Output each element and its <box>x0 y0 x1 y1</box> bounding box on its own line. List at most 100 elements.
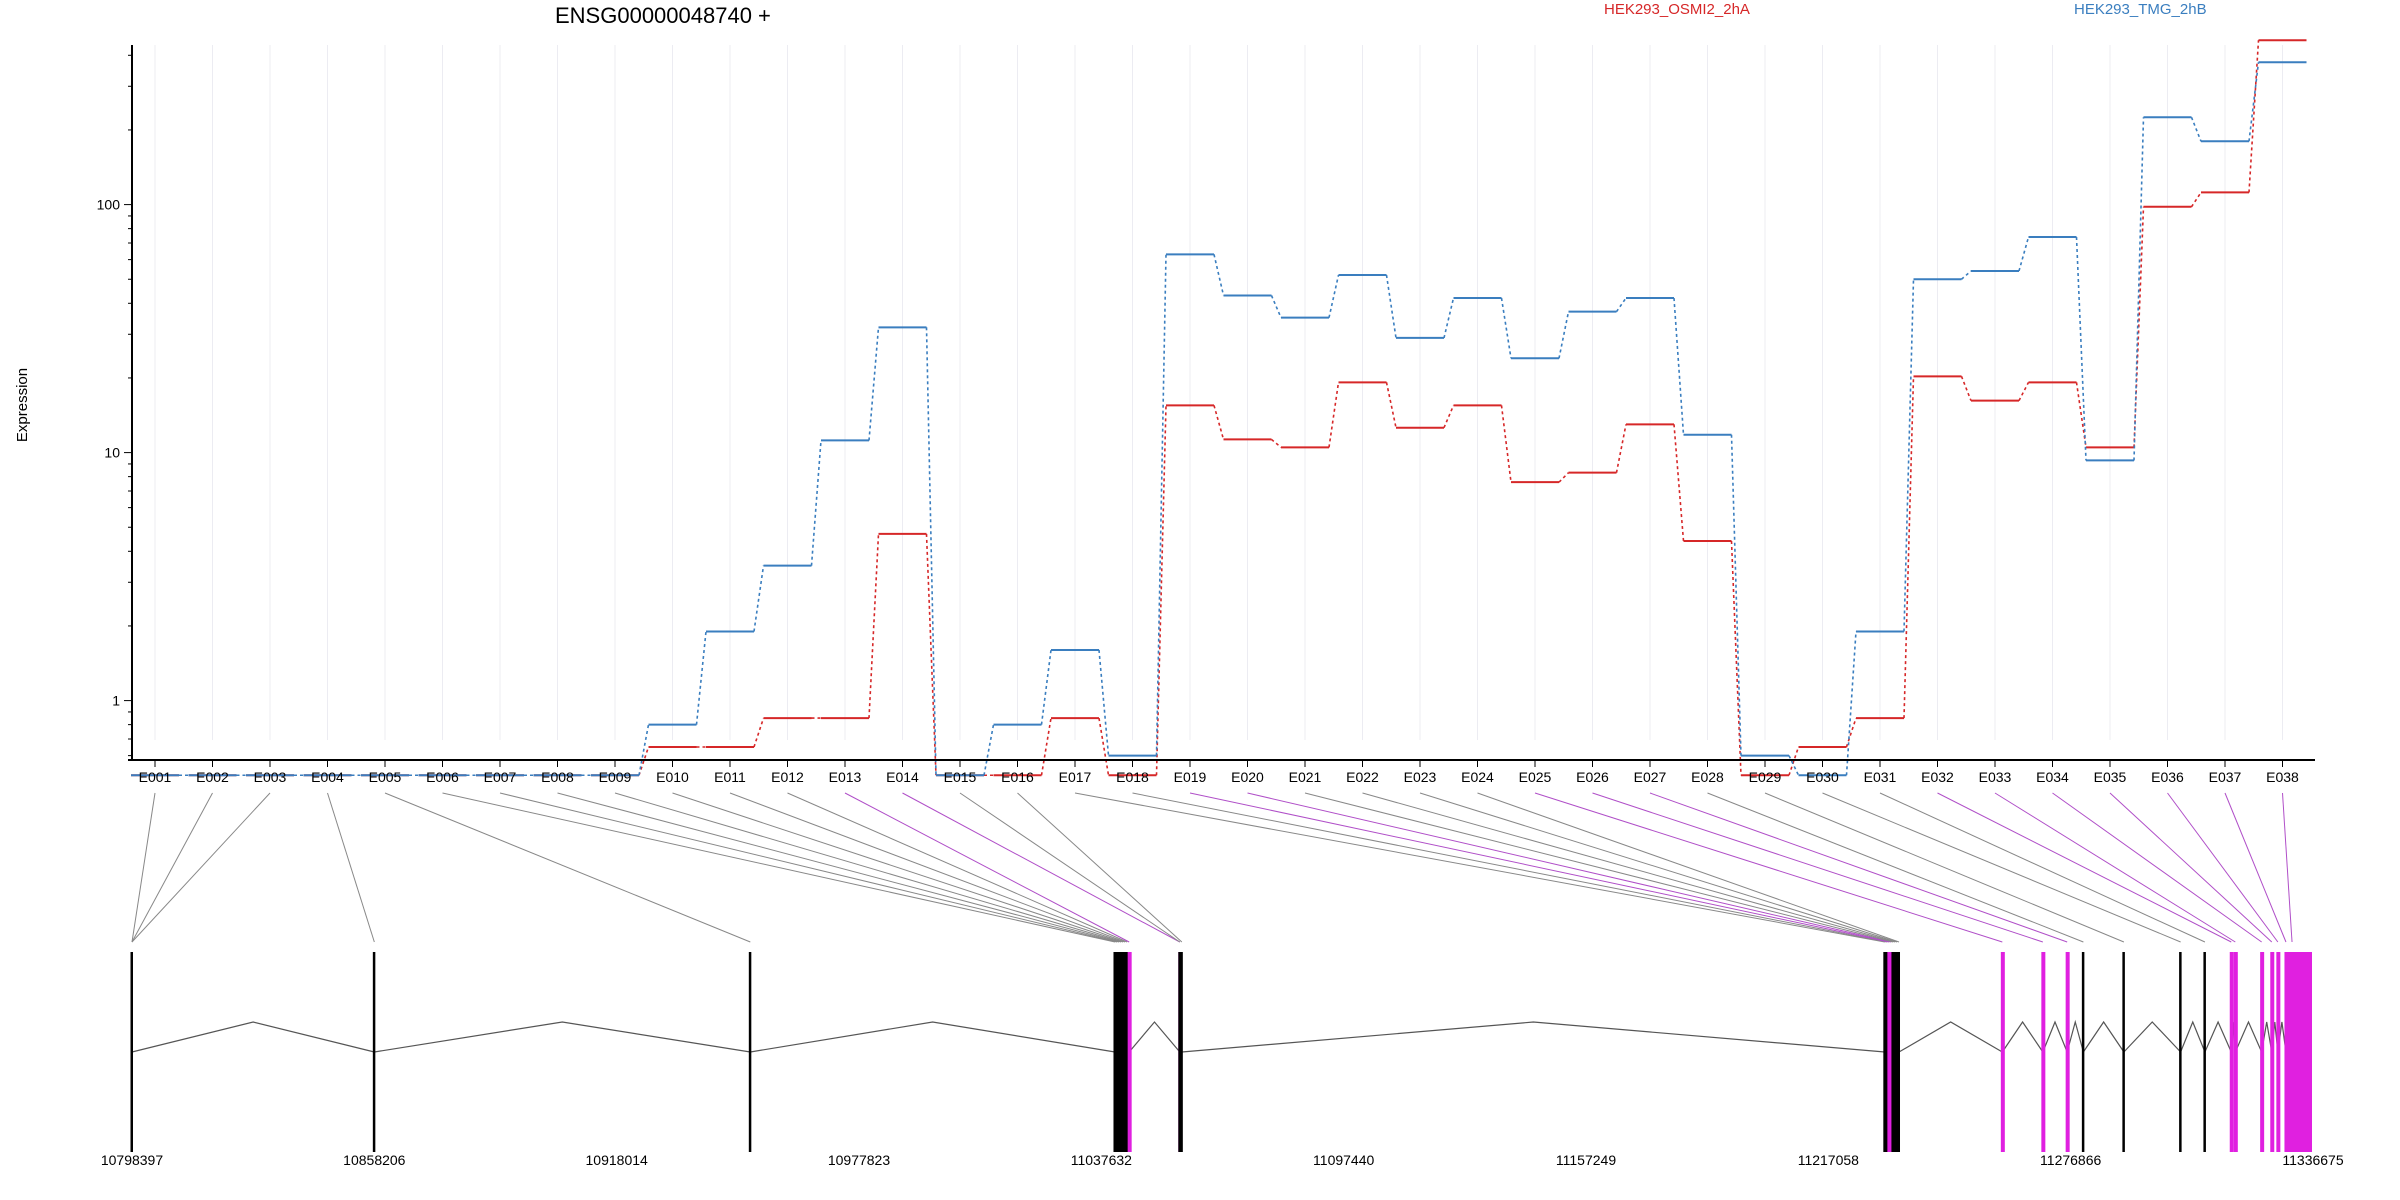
coord-tick-label: 11217058 <box>1798 1152 1859 1168</box>
x-tick-label: E037 <box>2209 769 2242 785</box>
legend-series-1: HEK293_OSMI2_2hA <box>1604 1 1750 18</box>
series-connector <box>1500 405 1512 483</box>
exon-connector <box>844 792 1130 943</box>
exon-connector <box>442 792 1116 943</box>
x-tick-label: E022 <box>1346 769 1379 785</box>
exon-connector <box>729 792 1126 943</box>
intron-path <box>1898 1021 2003 1053</box>
intron-path <box>2204 1020 2232 1053</box>
series-connector <box>1960 270 1972 280</box>
exon-connector <box>384 792 751 943</box>
x-tick-label: E029 <box>1749 769 1782 785</box>
series-2 <box>131 61 2307 777</box>
exon-connector <box>131 792 213 943</box>
series-connector <box>1443 297 1455 339</box>
series-connector <box>1385 274 1397 339</box>
coord-tick-label: 11276866 <box>2040 1152 2101 1168</box>
series-connector <box>2248 40 2260 193</box>
exon-connector <box>1362 792 1896 943</box>
exon-connector <box>2224 792 2287 943</box>
series-connector <box>638 724 650 776</box>
exon-bar <box>2270 952 2275 1152</box>
x-tick-label: E003 <box>254 769 287 785</box>
x-tick-label: E030 <box>1806 769 1839 785</box>
x-tick-label: E021 <box>1289 769 1322 785</box>
series-connector <box>2190 116 2202 142</box>
x-tick-label: E033 <box>1979 769 2012 785</box>
exon-bar <box>1178 952 1181 1152</box>
exon-bar <box>1180 952 1183 1152</box>
exon-bar <box>1895 952 1898 1152</box>
coord-tick-label: 10977823 <box>828 1152 891 1168</box>
exon-connector <box>327 792 375 943</box>
series-connector <box>1213 405 1225 440</box>
x-tick-label: E034 <box>2036 769 2069 785</box>
chart-title: ENSG00000048740 + <box>555 3 771 28</box>
series-connector <box>983 724 995 776</box>
exon-connector <box>1534 792 2003 943</box>
series-connector <box>1500 297 1512 359</box>
series-connector <box>1040 649 1052 725</box>
x-tick-label: E023 <box>1404 769 1437 785</box>
exon-bar <box>1121 952 1125 1152</box>
series-connector <box>753 717 765 748</box>
series-connector <box>1385 382 1397 428</box>
x-tick-label: E035 <box>2094 769 2127 785</box>
series-connector <box>868 533 880 719</box>
series-lines <box>131 39 2307 777</box>
exon-bar <box>1119 952 1123 1152</box>
y-axis-label: Expression <box>14 368 31 442</box>
exon-bar <box>2229 952 2234 1152</box>
exon-connector <box>2052 792 2262 943</box>
exon-bar <box>2233 952 2238 1152</box>
series-connector <box>1558 472 1570 483</box>
coord-tick-label: 10858206 <box>343 1152 406 1168</box>
x-tick-label: E010 <box>656 769 689 785</box>
y-tick-label: 1 <box>112 693 120 709</box>
x-tick-label: E002 <box>196 769 229 785</box>
exon-bar <box>130 952 133 1152</box>
exon-bar <box>1889 952 1894 1152</box>
x-tick-label: E016 <box>1001 769 1034 785</box>
x-tick-label: E001 <box>139 769 172 785</box>
series-connector <box>1730 540 1742 776</box>
series-connector <box>638 746 650 776</box>
exon-connector <box>557 792 1120 943</box>
intron-path <box>2066 1019 2084 1053</box>
exon-connector <box>672 792 1124 943</box>
series-connector <box>1270 295 1282 318</box>
x-tick-label: E024 <box>1461 769 1494 785</box>
exon-bar <box>1891 952 1894 1152</box>
exon-bar <box>2041 952 2046 1152</box>
x-tick-label: E031 <box>1864 769 1897 785</box>
series-connector <box>2248 62 2260 142</box>
series-connector <box>1673 424 1685 542</box>
exon-connector <box>2167 792 2279 943</box>
series-connector <box>1845 631 1857 776</box>
series-connector <box>1213 254 1225 296</box>
exon-connector <box>614 792 1122 943</box>
x-tick-label: E032 <box>1921 769 1954 785</box>
exon-bar <box>1897 952 1901 1152</box>
series-connector <box>1615 297 1627 313</box>
exon-connector <box>2282 792 2293 943</box>
x-tick-label: E008 <box>541 769 574 785</box>
exon-bar <box>1893 952 1896 1152</box>
intron-path <box>2042 1020 2068 1053</box>
exon-bar <box>2203 952 2206 1152</box>
series-connector <box>695 631 707 725</box>
exon-bar <box>1883 952 1886 1152</box>
exon-connector <box>1132 792 1887 943</box>
intron-path <box>2082 1020 2125 1053</box>
intron-path <box>131 1021 375 1053</box>
x-tick-label: E006 <box>426 769 459 785</box>
intron-path <box>1181 1021 1885 1053</box>
exon-connector <box>959 792 1181 943</box>
x-axis: E001 E002 E003 E004 E005 E006 E007 E008 E009 E010… <box>128 759 2315 785</box>
x-tick-label: E009 <box>599 769 632 785</box>
exon-bar <box>2081 952 2085 1152</box>
exon-connector <box>2109 792 2273 943</box>
coord-tick-label: 10918014 <box>586 1152 649 1168</box>
exon-connector <box>1419 792 1898 943</box>
